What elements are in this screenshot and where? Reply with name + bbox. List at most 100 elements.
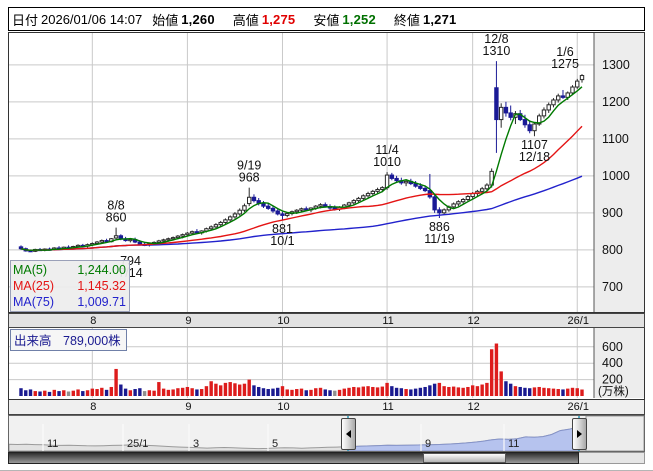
candle-body (465, 196, 471, 200)
candle-body (560, 95, 566, 98)
scrollbar-thumb[interactable] (423, 453, 506, 463)
ma75-label: MA(75) (13, 295, 54, 309)
chart-annotation: 9/19 (237, 159, 261, 173)
volume-bar (271, 388, 275, 396)
ma5-line (20, 86, 583, 252)
candle-body (441, 209, 447, 214)
right-arrow-icon (577, 430, 582, 438)
volume-bar (461, 387, 465, 396)
candle-body (94, 241, 100, 245)
volume-bar (409, 389, 413, 396)
volume-bar (547, 388, 551, 396)
month-label: 11 (382, 401, 394, 413)
chart-annotation: 1107 (521, 138, 548, 152)
candle-body (213, 224, 219, 228)
month-label: 9 (185, 315, 192, 327)
candle-body (185, 232, 190, 236)
ma25-label: MA(25) (13, 279, 54, 293)
navigator-right-handle[interactable] (572, 418, 587, 450)
volume-bar (90, 388, 95, 396)
navigator-label: 3 (193, 438, 199, 450)
volume-bar (209, 381, 213, 396)
volume-bar (494, 343, 499, 396)
volume-bar (299, 388, 304, 396)
volume-axis-label: 200 (602, 373, 623, 387)
volume-bar (508, 383, 513, 396)
candle-body (251, 196, 257, 202)
month-label: 8 (90, 401, 97, 413)
volume-bar (85, 390, 90, 396)
volume-bar (352, 386, 356, 396)
candle-body (451, 203, 456, 208)
candle-body (232, 213, 238, 218)
volume-bar (399, 388, 404, 396)
volume-chart-panel: 600 400 200 (万株) 出来高 789,000株 (8, 328, 645, 400)
candle-body (508, 112, 513, 118)
volume-bar (304, 390, 308, 396)
volume-bar (309, 389, 313, 396)
volume-bar (328, 390, 332, 396)
candle-body (370, 190, 376, 195)
volume-bar (375, 387, 380, 396)
month-label: 10 (277, 315, 290, 327)
volume-bar (43, 390, 47, 396)
volume-bar (233, 383, 237, 396)
volume-axis-gutter (594, 328, 644, 398)
volume-bar (280, 386, 285, 396)
volume-bar (138, 388, 142, 396)
candle-body (118, 235, 124, 240)
volume-bar (176, 388, 180, 396)
candle-body (503, 106, 509, 114)
month-label: 12 (467, 401, 480, 413)
horizontal-scrollbar[interactable] (8, 452, 579, 464)
navigator-label: 11 (508, 438, 519, 450)
candle-body (556, 95, 561, 101)
volume-bar (100, 387, 104, 396)
ma75-value: 1,009.71 (77, 295, 126, 309)
candle-body (161, 239, 166, 242)
volume-bar (385, 382, 389, 396)
volume-bar (480, 384, 484, 396)
candle-body (194, 231, 200, 234)
month-label: 11 (382, 315, 394, 327)
volume-bar (318, 387, 323, 396)
navigator-left-handle[interactable] (341, 418, 356, 450)
month-label: 12 (467, 315, 480, 327)
candle-body (104, 240, 109, 243)
volume-bar (347, 387, 351, 396)
volume-bar (133, 389, 137, 396)
candle-body (351, 200, 356, 204)
navigator-label: 5 (272, 438, 278, 450)
volume-bar (580, 389, 584, 396)
volume-bar (366, 386, 370, 396)
candle-body (460, 199, 466, 203)
volume-bar (171, 389, 175, 396)
volume-bar (456, 387, 461, 396)
candle-body (522, 119, 528, 126)
volume-bar (123, 388, 128, 396)
volume-bar (285, 389, 289, 396)
high-label: 高値 (232, 12, 259, 28)
volume-bar (513, 386, 518, 396)
candle-body (527, 124, 532, 132)
volume-bar (24, 390, 28, 396)
volume-bar (475, 386, 480, 396)
volume-bar (537, 386, 541, 396)
candle-body (361, 195, 366, 199)
navigator-plot[interactable]: 11 25/1 3 5 9 11 (8, 415, 645, 452)
date-label: 日付 (12, 12, 39, 28)
volume-bar (551, 388, 556, 396)
volume-bar (451, 386, 456, 396)
month-label: 9 (185, 401, 192, 413)
volume-bar (166, 389, 171, 396)
volume-bar (437, 382, 442, 396)
volume-bar (390, 386, 394, 396)
candle-body (356, 197, 361, 202)
volume-title: 出来高 (14, 334, 52, 348)
candle-body (532, 123, 537, 132)
open-label: 始値 (152, 12, 179, 28)
low-label: 安値 (313, 12, 340, 28)
y-axis-label: 1100 (602, 132, 629, 146)
timeline-navigator[interactable]: 11 25/1 3 5 9 11 (8, 415, 645, 452)
candle-body (266, 205, 271, 209)
